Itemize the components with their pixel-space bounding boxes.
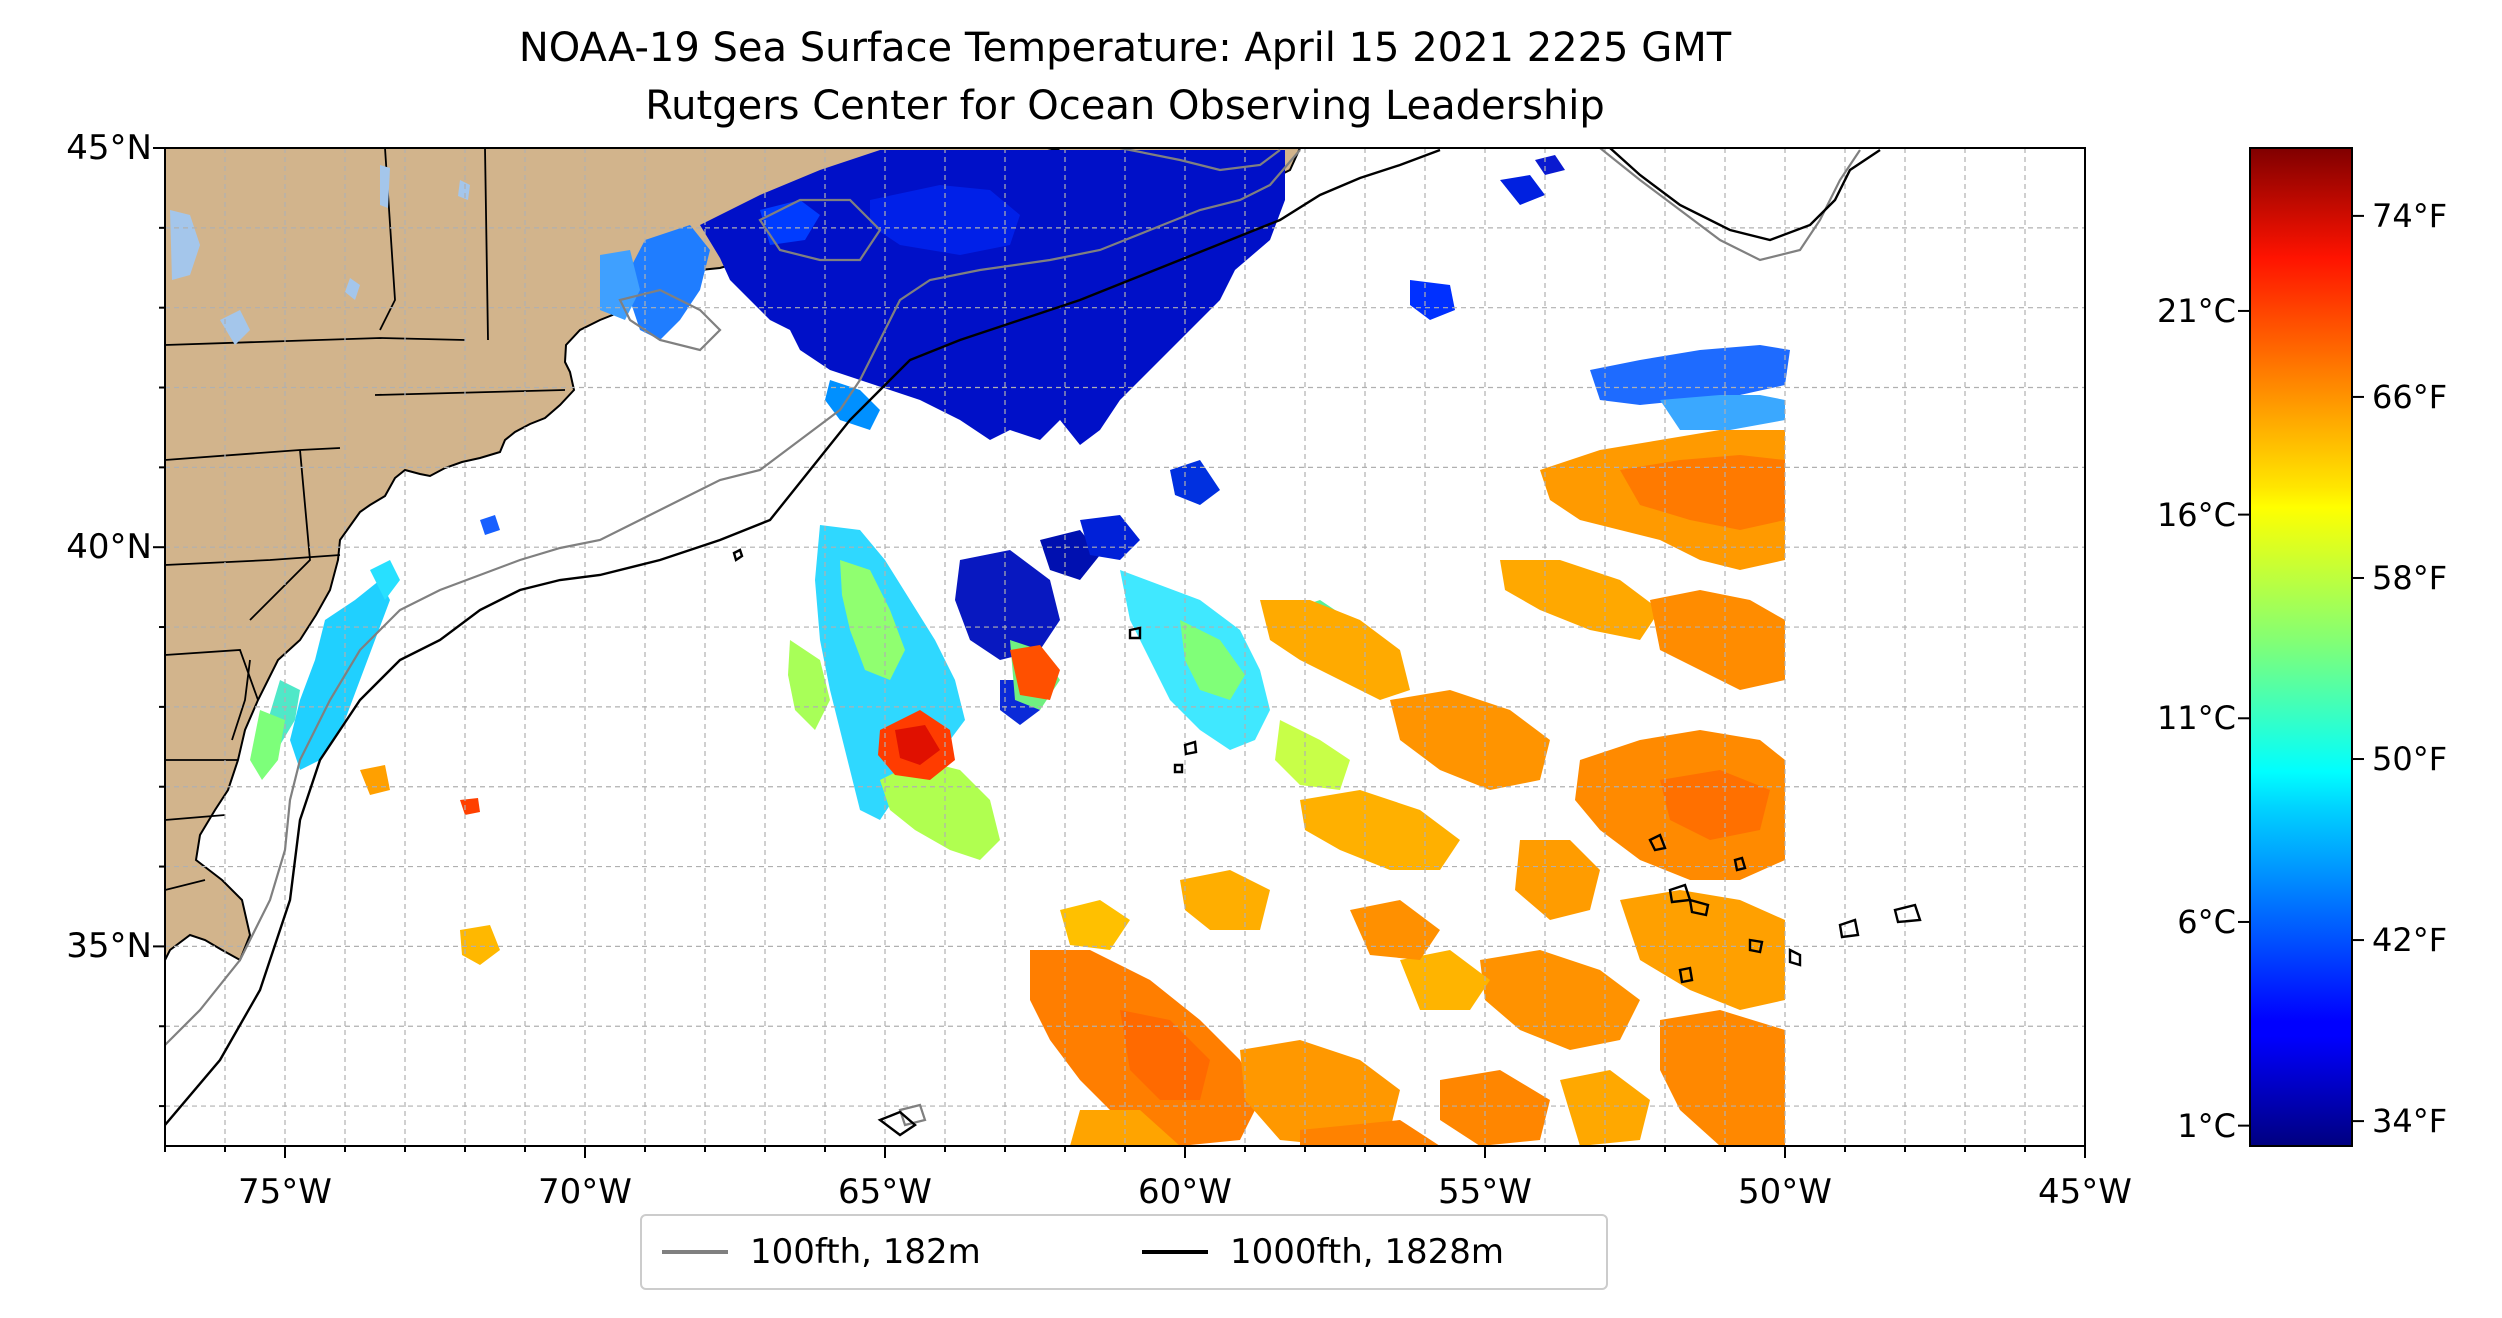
legend-line-gray bbox=[662, 1250, 728, 1254]
lon-tick-label: 50°W bbox=[1738, 1172, 1832, 1212]
lon-tick-label: 60°W bbox=[1138, 1172, 1232, 1212]
isobath-100fth bbox=[165, 148, 1861, 1127]
legend-item-1000fth: 1000fth, 1828m bbox=[1142, 1216, 1504, 1288]
celsius-tick-label: 11°C bbox=[2156, 699, 2236, 738]
lon-tick-label: 55°W bbox=[1438, 1172, 1532, 1212]
fahrenheit-tick-label: 66°F bbox=[2372, 377, 2448, 416]
map-axes bbox=[153, 147, 2086, 1158]
legend-label-1000fth: 1000fth, 1828m bbox=[1230, 1232, 1505, 1272]
legend-label-100fth: 100fth, 182m bbox=[750, 1232, 981, 1272]
isobath-1000fth bbox=[165, 148, 1922, 1137]
lon-tick-label: 65°W bbox=[838, 1172, 932, 1212]
colorbar bbox=[2249, 147, 2353, 1147]
map-title: NOAA-19 Sea Surface Temperature: April 1… bbox=[518, 25, 1732, 71]
fahrenheit-tick-label: 74°F bbox=[2372, 196, 2448, 235]
legend-line-black bbox=[1142, 1250, 1208, 1254]
legend-item-100fth: 100fth, 182m bbox=[662, 1216, 981, 1288]
map-legend: 100fth, 182m 1000fth, 1828m bbox=[640, 1214, 1608, 1290]
sst-cold-water bbox=[480, 150, 1790, 725]
colorbar-ticks bbox=[2238, 214, 2364, 1127]
celsius-tick-label: 16°C bbox=[2156, 495, 2236, 534]
fahrenheit-tick-label: 50°F bbox=[2372, 740, 2448, 779]
map-subtitle: Rutgers Center for Ocean Observing Leade… bbox=[645, 83, 1605, 129]
lon-tick-label: 45°W bbox=[2038, 1172, 2132, 1212]
lat-tick-label: 40°N bbox=[66, 527, 152, 568]
celsius-tick-label: 1°C bbox=[2177, 1106, 2236, 1145]
lon-tick-label: 75°W bbox=[238, 1172, 332, 1212]
lat-tick-label: 35°N bbox=[66, 926, 152, 967]
map-plot-area bbox=[165, 148, 2085, 1146]
map-gridlines bbox=[165, 148, 2085, 1146]
celsius-tick-label: 6°C bbox=[2177, 902, 2236, 941]
fahrenheit-tick-label: 42°F bbox=[2372, 921, 2448, 960]
celsius-tick-label: 21°C bbox=[2156, 291, 2236, 330]
fahrenheit-tick-label: 34°F bbox=[2372, 1102, 2448, 1141]
fahrenheit-tick-label: 58°F bbox=[2372, 558, 2448, 597]
lon-tick-label: 70°W bbox=[538, 1172, 632, 1212]
sst-warm-water bbox=[360, 430, 1785, 1146]
lat-tick-label: 45°N bbox=[66, 128, 152, 168]
